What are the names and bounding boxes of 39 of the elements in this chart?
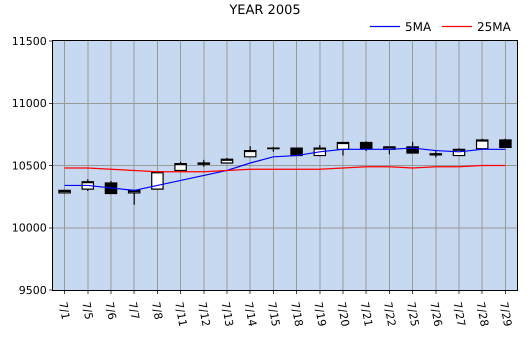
y-tick-label: 11000 [12, 97, 47, 110]
candlestick [198, 159, 210, 168]
candlestick [220, 157, 234, 164]
legend-label: 5MA [405, 20, 432, 34]
candlestick [267, 146, 280, 152]
x-tick-label: 7/20 [334, 300, 352, 328]
x-tick-label: 7/11 [172, 300, 190, 328]
x-tick-label: 7/8 [149, 300, 165, 321]
x-tick-label: 7/5 [79, 300, 96, 321]
chart-title: YEAR 2005 [228, 3, 301, 18]
candlestick [430, 150, 442, 158]
x-tick-label: 7/12 [195, 300, 213, 328]
y-tick-label: 9500 [18, 284, 47, 297]
x-tick-label: 7/6 [102, 300, 119, 321]
y-tick-label: 11500 [12, 34, 47, 48]
x-tick-label: 7/22 [381, 300, 398, 328]
candlestick [499, 138, 512, 148]
y-tick-label: 10500 [12, 159, 47, 172]
x-tick-label: 7/26 [427, 300, 445, 328]
candlestick [476, 138, 488, 150]
x-tick-label: 7/28 [474, 300, 491, 328]
x-tick-label: 7/14 [242, 300, 259, 328]
x-tick-label: 7/25 [404, 300, 422, 328]
candlestick [244, 146, 256, 158]
candlestick [128, 189, 140, 206]
x-tick-label: 7/15 [265, 300, 282, 328]
line-series [64, 164, 506, 172]
line-series [64, 147, 506, 191]
x-tick-label: 7/7 [126, 300, 142, 321]
x-tick-label: 7/18 [288, 300, 306, 328]
candlestick [174, 161, 187, 172]
legend-label: 25MA [476, 20, 512, 34]
y-tick-label: 10000 [12, 222, 47, 235]
x-tick-label: 7/27 [450, 300, 468, 328]
x-tick-label: 7/1 [56, 300, 72, 321]
x-tick-label: 7/21 [358, 300, 375, 328]
x-tick-label: 7/13 [218, 300, 236, 328]
x-tick-label: 7/29 [497, 300, 514, 328]
x-tick-label: 7/19 [311, 300, 329, 328]
